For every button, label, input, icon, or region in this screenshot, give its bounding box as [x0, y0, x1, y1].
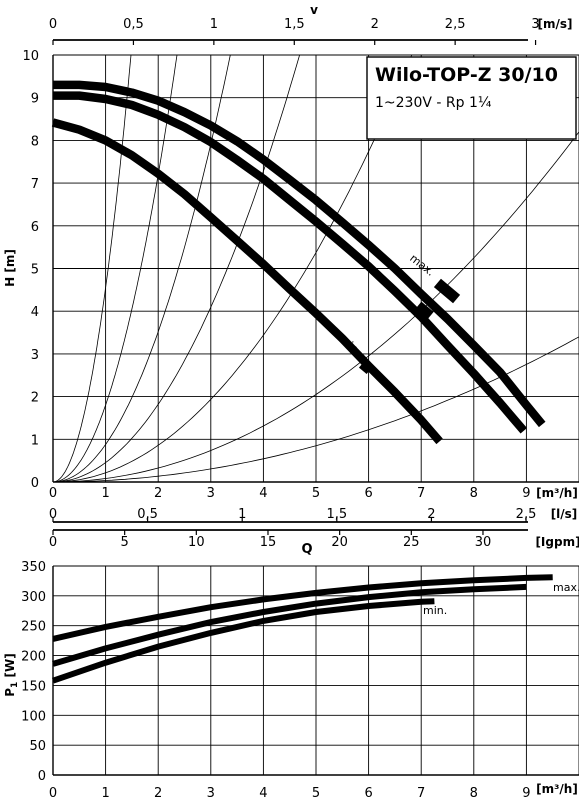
- power-curve-1: [52, 574, 553, 642]
- x-tick-label: 6: [364, 786, 372, 800]
- power-curves: [52, 574, 553, 684]
- igpm-axis-unit: [Igpm]: [535, 535, 579, 549]
- power-curve-3: [52, 598, 435, 684]
- power-label-min: min.: [423, 604, 447, 617]
- y-tick-label: 8: [31, 134, 39, 149]
- p-tick-label: 100: [21, 709, 46, 724]
- pump-curve-1: [53, 80, 546, 428]
- y-tick-label: 1: [31, 433, 39, 448]
- x-tick-label: 7: [417, 786, 425, 800]
- lps-axis: 0 0,5 1 1,5 2 2,5 [l/s]: [49, 507, 578, 523]
- x-tick-label: 3: [207, 486, 215, 501]
- p-tick-label: 300: [21, 590, 46, 605]
- x-tick-label: 8: [470, 486, 478, 501]
- power-label-max: max.: [553, 581, 579, 594]
- power-grid: [52, 565, 579, 776]
- velocity-axis-tick-label: 1,5: [284, 17, 305, 32]
- system-curve: [53, 336, 579, 483]
- velocity-axis-tick-label: 0: [49, 17, 57, 32]
- igpm-axis-tick-label: 30: [475, 535, 492, 550]
- velocity-axis-tick-label: 2,5: [445, 17, 466, 32]
- igpm-axis: 0 5 10 15 20 25 30 [Igpm]: [49, 529, 579, 550]
- pump-curve-3: [51, 118, 443, 445]
- x-tick-label: 6: [364, 486, 372, 501]
- igpm-axis-tick-label: 0: [49, 535, 57, 550]
- y-tick-label: 2: [31, 391, 39, 406]
- title-box: [366, 56, 577, 140]
- system-curve: [52, 54, 413, 483]
- lps-axis-tick-label: 1,5: [326, 507, 347, 522]
- igpm-axis-tick-label: 25: [403, 535, 420, 550]
- y-tick-label: 0: [31, 476, 39, 491]
- lps-axis-unit: [l/s]: [551, 507, 578, 521]
- lps-axis-tick-label: 1: [238, 507, 246, 522]
- x-tick-label: 7: [417, 486, 425, 501]
- igpm-axis-tick-label: 5: [121, 535, 129, 550]
- flow-axis-label: Q: [301, 542, 312, 557]
- x-tick-label: 0: [49, 486, 57, 501]
- mid-speed-marker: [414, 301, 434, 321]
- igpm-axis-tick-label: 20: [331, 535, 348, 550]
- x-tick-label: 5: [312, 486, 320, 501]
- x-unit-label: [m³/h]: [536, 486, 578, 500]
- x-tick-label: 4: [259, 786, 267, 800]
- igpm-axis-tick-label: 10: [188, 535, 205, 550]
- y-tick-label: 5: [31, 263, 39, 278]
- lps-axis-tick-label: 0: [49, 507, 57, 522]
- y-tick-label: 7: [31, 177, 39, 192]
- velocity-axis-tick-label: 2: [371, 17, 379, 32]
- p-tick-label: 350: [21, 560, 46, 575]
- system-curve: [52, 131, 579, 483]
- p-tick-label: 0: [38, 769, 46, 784]
- y-axis-label: H [m]: [3, 249, 17, 287]
- x-tick-label: 1: [101, 786, 109, 800]
- y-tick-label: 10: [22, 49, 39, 64]
- lps-axis-tick-label: 0,5: [137, 507, 158, 522]
- min-speed-marker: [358, 359, 374, 375]
- lps-axis-tick-label: 2: [427, 507, 435, 522]
- p-tick-label: 150: [21, 679, 46, 694]
- pump-curves: [51, 80, 546, 445]
- velocity-label: v: [310, 3, 318, 17]
- y-tick-label: 9: [31, 92, 39, 107]
- system-curve: [52, 54, 132, 483]
- x-tick-label: 8: [470, 786, 478, 800]
- max-speed-marker: [433, 278, 461, 304]
- system-curve: [52, 54, 300, 483]
- x-tick-label: 4: [259, 486, 267, 501]
- x-tick-label: 3: [207, 786, 215, 800]
- pump-curve-2: [53, 91, 528, 434]
- x-tick-label: 5: [312, 786, 320, 800]
- x-tick-label: 9: [522, 786, 530, 800]
- y-tick-label: 3: [31, 348, 39, 363]
- x-unit-label: [m³/h]: [536, 782, 578, 796]
- system-curve: [52, 54, 178, 483]
- velocity-axis-tick-label: 0,5: [123, 17, 144, 32]
- power-curve-2: [52, 583, 527, 667]
- p-tick-label: 250: [21, 620, 46, 635]
- curve-label-max: max.: [407, 252, 437, 279]
- igpm-axis-tick-label: 15: [260, 535, 277, 550]
- p-tick-label: 50: [29, 739, 46, 754]
- velocity-axis: 0 0,5 1 1,5 2 2,5 3[m/s]: [49, 17, 573, 45]
- chart-subtitle: 1~230V - Rp 1¼: [375, 95, 492, 111]
- y-tick-label: 4: [31, 305, 39, 320]
- velocity-axis-unit: [m/s]: [538, 17, 573, 31]
- lps-axis-tick-label: 2,5: [516, 507, 537, 522]
- chart-title: Wilo-TOP-Z 30/10: [375, 64, 558, 86]
- x-tick-label: 2: [154, 786, 162, 800]
- p-tick-label: 200: [21, 650, 46, 665]
- y-tick-label: 6: [31, 220, 39, 235]
- x-tick-label: 1: [101, 486, 109, 501]
- x-tick-label: 2: [154, 486, 162, 501]
- system-curves: [52, 54, 579, 483]
- power-axis-label: P1 [W]: [3, 653, 20, 696]
- velocity-axis-tick-label: 1: [210, 17, 218, 32]
- x-tick-label: 0: [49, 786, 57, 800]
- x-tick-label: 9: [522, 486, 530, 501]
- velocity-axis-tick-label: 3: [531, 17, 539, 32]
- system-curve: [52, 54, 231, 483]
